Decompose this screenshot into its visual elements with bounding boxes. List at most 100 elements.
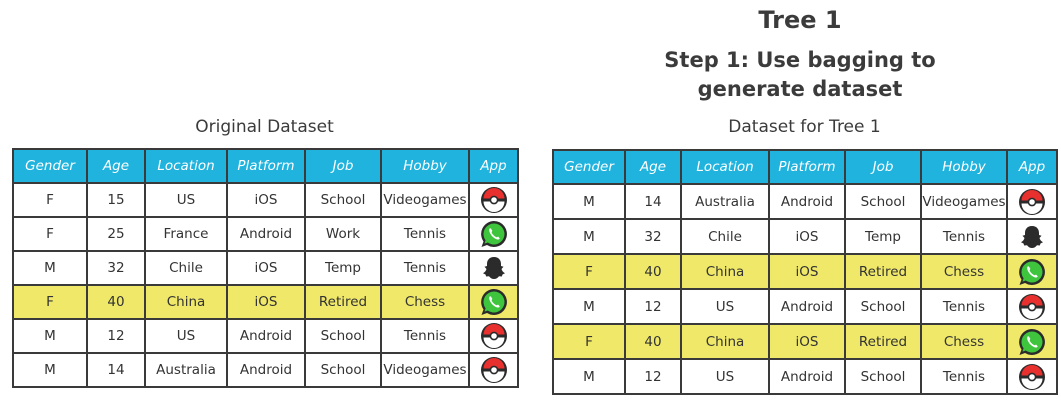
- cell-age: 32: [86, 250, 146, 286]
- cell-hobby: Videogames: [380, 182, 470, 218]
- cell-app: [468, 250, 519, 286]
- cell-age: 15: [86, 182, 146, 218]
- cell-app: [1006, 218, 1058, 255]
- cell-app: [1006, 253, 1058, 290]
- cell-platform: iOS: [226, 182, 306, 218]
- cell-location: China: [680, 253, 770, 290]
- cell-age: 12: [624, 358, 682, 395]
- column-header-location: Location: [680, 149, 770, 185]
- cell-hobby: Chess: [380, 284, 470, 320]
- tree1-dataset-table: Gender Age Location Platform Job Hobby App M 14…: [552, 149, 1058, 395]
- cell-platform: iOS: [226, 284, 306, 320]
- cell-gender: M: [12, 250, 88, 286]
- snapchat-ghost-icon: [1018, 223, 1046, 251]
- cell-hobby: Chess: [920, 253, 1008, 290]
- cell-app: [1006, 288, 1058, 325]
- cell-platform: Android: [226, 216, 306, 252]
- cell-location: China: [680, 323, 770, 360]
- cell-hobby: Tennis: [380, 216, 470, 252]
- table-row: F 40 China iOS Retired Chess: [552, 323, 1058, 360]
- cell-app: [468, 182, 519, 218]
- cell-platform: iOS: [768, 323, 846, 360]
- cell-location: Australia: [144, 352, 228, 388]
- cell-location: US: [680, 288, 770, 325]
- cell-gender: F: [12, 284, 88, 320]
- cell-hobby: Tennis: [920, 288, 1008, 325]
- pokemon-go-icon: [1018, 293, 1046, 321]
- original-dataset-caption: Original Dataset: [195, 117, 334, 137]
- subtitle-line-1: Step 1: Use bagging to: [664, 48, 936, 72]
- cell-platform: Android: [768, 358, 846, 395]
- pokemon-go-icon: [480, 322, 508, 350]
- cell-job: Work: [304, 216, 382, 252]
- pokemon-go-icon: [480, 186, 508, 214]
- cell-platform: Android: [768, 183, 846, 220]
- cell-job: School: [844, 183, 922, 220]
- cell-job: School: [304, 318, 382, 354]
- column-header-gender: Gender: [12, 148, 88, 184]
- table-row: M 32 Chile iOS Temp Tennis: [552, 218, 1058, 255]
- cell-location: China: [144, 284, 228, 320]
- step-subtitle: Step 1: Use bagging to generate dataset: [560, 46, 1040, 104]
- table-row: F 40 China iOS Retired Chess: [12, 284, 519, 320]
- cell-hobby: Chess: [920, 323, 1008, 360]
- cell-app: [1006, 358, 1058, 395]
- cell-job: Temp: [844, 218, 922, 255]
- column-header-app: App: [1006, 149, 1058, 185]
- cell-gender: M: [12, 318, 88, 354]
- cell-job: School: [844, 288, 922, 325]
- subtitle-line-2: generate dataset: [697, 77, 903, 101]
- table-row: F 40 China iOS Retired Chess: [552, 253, 1058, 290]
- cell-job: School: [304, 182, 382, 218]
- page-title: Tree 1: [758, 6, 842, 34]
- cell-platform: Android: [226, 318, 306, 354]
- column-header-job: Job: [844, 149, 922, 185]
- cell-hobby: Tennis: [380, 250, 470, 286]
- column-header-platform: Platform: [226, 148, 306, 184]
- cell-location: Australia: [680, 183, 770, 220]
- table-row: F 15 US iOS School Videogames: [12, 182, 519, 218]
- cell-job: School: [304, 352, 382, 388]
- cell-age: 32: [624, 218, 682, 255]
- cell-app: [1006, 183, 1058, 220]
- cell-gender: F: [12, 216, 88, 252]
- cell-gender: F: [552, 323, 626, 360]
- cell-location: Chile: [144, 250, 228, 286]
- column-header-age: Age: [86, 148, 146, 184]
- cell-location: US: [680, 358, 770, 395]
- cell-app: [468, 352, 519, 388]
- cell-hobby: Tennis: [380, 318, 470, 354]
- cell-app: [468, 318, 519, 354]
- table-row: M 12 US Android School Tennis: [552, 288, 1058, 325]
- cell-job: School: [844, 358, 922, 395]
- cell-age: 12: [624, 288, 682, 325]
- cell-location: France: [144, 216, 228, 252]
- table-row: M 12 US Android School Tennis: [12, 318, 519, 354]
- cell-location: US: [144, 182, 228, 218]
- cell-job: Retired: [844, 253, 922, 290]
- whatsapp-icon: [479, 287, 509, 317]
- cell-app: [468, 216, 519, 252]
- cell-gender: M: [12, 352, 88, 388]
- column-header-location: Location: [144, 148, 228, 184]
- cell-gender: M: [552, 288, 626, 325]
- cell-age: 25: [86, 216, 146, 252]
- cell-gender: F: [12, 182, 88, 218]
- cell-age: 14: [624, 183, 682, 220]
- column-header-hobby: Hobby: [920, 149, 1008, 185]
- cell-gender: M: [552, 358, 626, 395]
- table-row: M 14 Australia Android School Videogames: [12, 352, 519, 388]
- table-row: M 12 US Android School Tennis: [552, 358, 1058, 395]
- whatsapp-icon: [479, 219, 509, 249]
- cell-hobby: Tennis: [920, 358, 1008, 395]
- table-row: M 32 Chile iOS Temp Tennis: [12, 250, 519, 286]
- column-header-job: Job: [304, 148, 382, 184]
- column-header-platform: Platform: [768, 149, 846, 185]
- cell-gender: M: [552, 183, 626, 220]
- cell-location: US: [144, 318, 228, 354]
- cell-age: 40: [86, 284, 146, 320]
- cell-gender: M: [552, 218, 626, 255]
- cell-job: Retired: [304, 284, 382, 320]
- table-row: F 25 France Android Work Tennis: [12, 216, 519, 252]
- cell-age: 40: [624, 253, 682, 290]
